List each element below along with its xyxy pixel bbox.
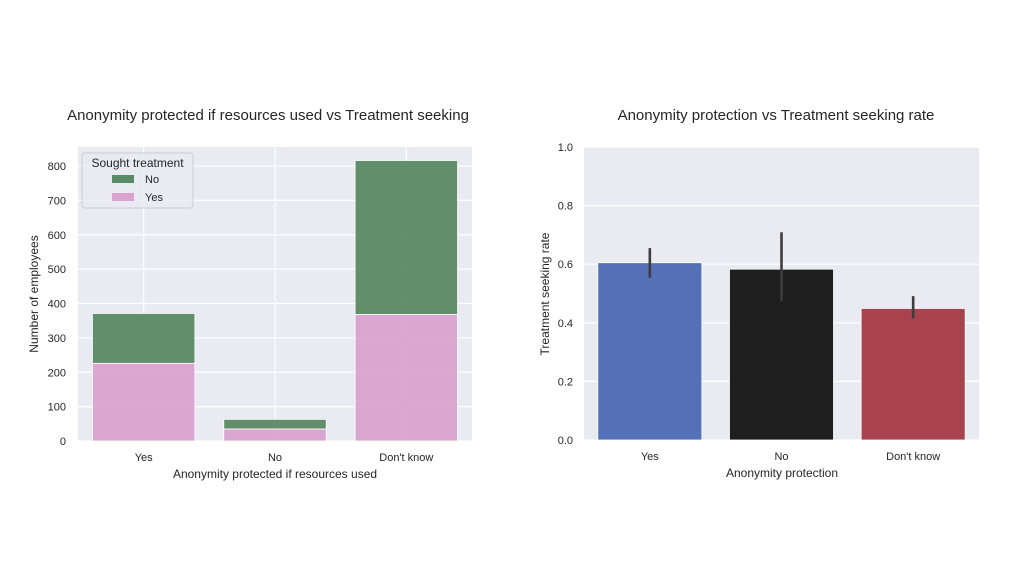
x-tick-label: Yes — [641, 451, 659, 463]
right-x-axis-label: Anonymity protection — [726, 466, 838, 480]
bar-segment-yes — [92, 362, 196, 442]
y-tick-label: 0.0 — [558, 435, 573, 447]
bar-segment-yes — [223, 428, 327, 442]
y-tick-label: 700 — [48, 195, 66, 207]
legend-label-yes: Yes — [145, 192, 163, 204]
left-chart-title: Anonymity protected if resources used vs… — [67, 107, 469, 124]
y-tick-label: 0.6 — [558, 259, 573, 271]
legend-title: Sought treatment — [91, 156, 184, 170]
bar-segment-no — [92, 313, 196, 364]
y-tick-label: 100 — [48, 402, 66, 414]
y-tick-label: 0.2 — [558, 376, 573, 388]
y-tick-label: 500 — [48, 264, 66, 276]
legend-frame — [81, 152, 194, 209]
x-tick-label: Don't know — [379, 452, 433, 464]
legend-label-no: No — [145, 174, 159, 186]
x-tick-label: Don't know — [886, 451, 940, 463]
y-tick-label: 200 — [48, 367, 66, 379]
bar-chart-with-error-bars: Anonymity protection vs Treatment seekin… — [538, 107, 979, 480]
left-y-axis-label: Number of employees — [27, 235, 41, 352]
right-y-axis-label: Treatment seeking rate — [538, 232, 552, 355]
y-tick-label: 400 — [48, 299, 66, 311]
legend-swatch-yes — [112, 193, 134, 201]
left-x-axis-label: Anonymity protected if resources used — [173, 467, 377, 481]
bar-segment-yes — [354, 314, 458, 442]
legend-swatch-no — [112, 175, 134, 183]
right-chart-title: Anonymity protection vs Treatment seekin… — [618, 107, 935, 124]
bar — [860, 308, 966, 441]
bar — [597, 262, 703, 441]
x-tick-label: Yes — [135, 452, 153, 464]
y-tick-label: 600 — [48, 230, 66, 242]
bar-segment-no — [354, 160, 458, 315]
y-tick-label: 1.0 — [558, 142, 573, 154]
x-tick-label: No — [774, 451, 788, 463]
y-tick-label: 300 — [48, 333, 66, 345]
y-tick-label: 0 — [60, 436, 66, 448]
x-tick-label: No — [268, 452, 282, 464]
y-tick-label: 0.8 — [558, 201, 573, 213]
legend: Sought treatment No Yes — [81, 152, 194, 209]
y-tick-label: 800 — [48, 161, 66, 173]
bar-segment-no — [223, 418, 327, 430]
y-tick-label: 0.4 — [558, 318, 573, 330]
stacked-bar-chart: Anonymity protected if resources used vs… — [27, 107, 472, 481]
